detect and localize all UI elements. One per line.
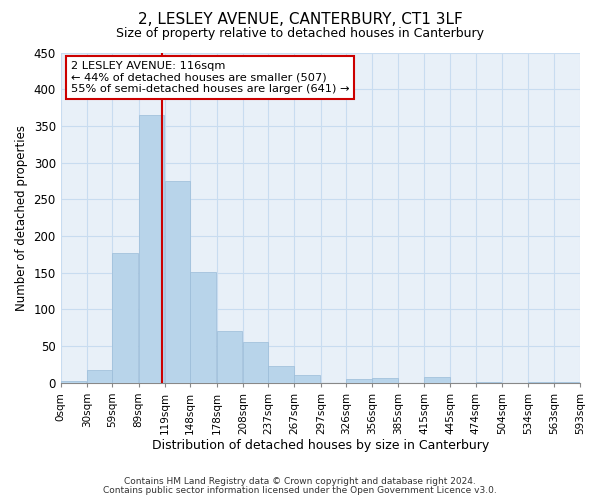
Bar bbox=[295, 376, 320, 383]
Bar bbox=[476, 382, 501, 383]
Text: 2 LESLEY AVENUE: 116sqm
← 44% of detached houses are smaller (507)
55% of semi-d: 2 LESLEY AVENUE: 116sqm ← 44% of detache… bbox=[71, 61, 350, 94]
Bar bbox=[87, 370, 112, 383]
X-axis label: Distribution of detached houses by size in Canterbury: Distribution of detached houses by size … bbox=[152, 440, 489, 452]
Text: Size of property relative to detached houses in Canterbury: Size of property relative to detached ho… bbox=[116, 28, 484, 40]
Bar bbox=[424, 377, 449, 383]
Bar bbox=[529, 382, 554, 383]
Y-axis label: Number of detached properties: Number of detached properties bbox=[15, 124, 28, 310]
Bar bbox=[346, 379, 371, 383]
Bar bbox=[112, 253, 138, 383]
Bar bbox=[243, 342, 268, 383]
Bar bbox=[217, 332, 242, 383]
Bar bbox=[61, 380, 86, 383]
Bar bbox=[165, 181, 190, 383]
Bar bbox=[554, 382, 579, 383]
Bar bbox=[190, 272, 215, 383]
Text: 2, LESLEY AVENUE, CANTERBURY, CT1 3LF: 2, LESLEY AVENUE, CANTERBURY, CT1 3LF bbox=[137, 12, 463, 28]
Bar bbox=[268, 366, 293, 383]
Text: Contains public sector information licensed under the Open Government Licence v3: Contains public sector information licen… bbox=[103, 486, 497, 495]
Bar bbox=[373, 378, 398, 383]
Bar bbox=[139, 115, 164, 383]
Text: Contains HM Land Registry data © Crown copyright and database right 2024.: Contains HM Land Registry data © Crown c… bbox=[124, 477, 476, 486]
